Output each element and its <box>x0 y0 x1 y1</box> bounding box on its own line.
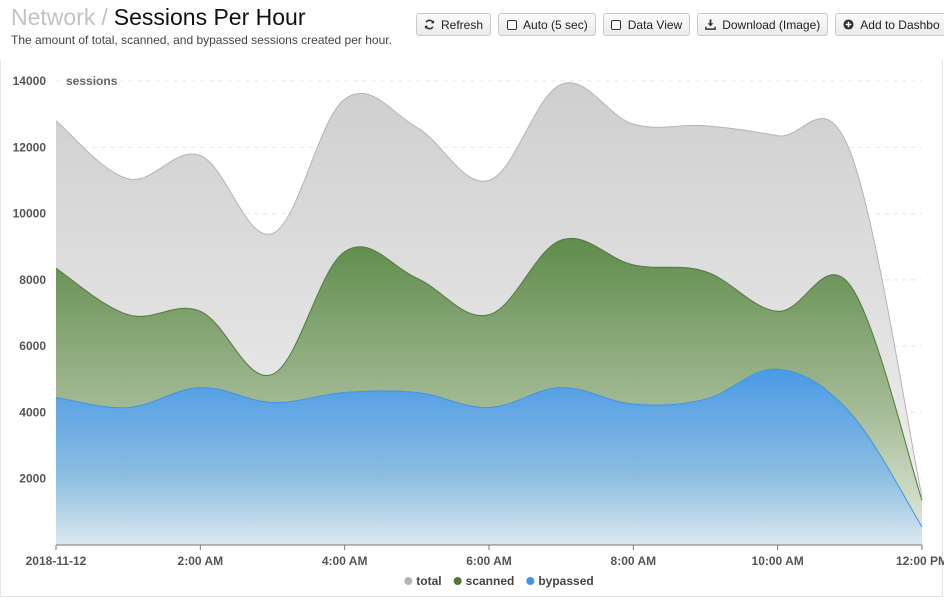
x-tick-label: 8:00 AM <box>611 554 657 568</box>
data-point-bypassed[interactable] <box>484 402 494 412</box>
data-point-scanned[interactable] <box>701 267 711 277</box>
x-tick-label: 4:00 AM <box>322 554 368 568</box>
auto-refresh-label: Auto (5 sec) <box>523 17 588 32</box>
data-point-total[interactable] <box>484 175 494 185</box>
refresh-button[interactable]: Refresh <box>416 13 492 36</box>
download-icon <box>705 19 717 30</box>
plus-circle-icon <box>843 19 854 30</box>
download-label: Download (Image) <box>722 17 821 32</box>
series-area-bypassed[interactable] <box>56 369 922 545</box>
data-point-scanned[interactable] <box>340 247 350 257</box>
data-point-scanned[interactable] <box>556 235 566 245</box>
y-tick-label: 4000 <box>19 405 46 419</box>
checkbox-icon[interactable] <box>611 19 622 30</box>
data-point-scanned[interactable] <box>845 280 855 290</box>
auto-refresh-toggle[interactable]: Auto (5 sec) <box>498 13 596 36</box>
y-tick-label: 6000 <box>19 339 46 353</box>
data-point-bypassed[interactable] <box>123 402 133 412</box>
data-point-scanned[interactable] <box>628 260 638 270</box>
legend-label-bypassed: bypassed <box>538 574 593 588</box>
x-tick-label: 2018-11-12 <box>26 554 87 568</box>
data-point-bypassed[interactable] <box>412 388 422 398</box>
data-point-total[interactable] <box>556 79 566 89</box>
data-point-bypassed[interactable] <box>195 383 205 393</box>
legend-item-total[interactable]: total <box>404 574 442 588</box>
data-point-bypassed[interactable] <box>628 399 638 409</box>
data-point-bypassed[interactable] <box>268 397 278 407</box>
data-point-scanned[interactable] <box>484 310 494 320</box>
series-line-bypassed <box>55 368 923 528</box>
data-point-bypassed[interactable] <box>51 393 61 403</box>
data-point-total[interactable] <box>412 122 422 132</box>
y-tick-label: 14000 <box>13 74 47 88</box>
page-title: Sessions Per Hour <box>113 4 306 30</box>
toolbar: Refresh Auto (5 sec) Data View Download … <box>416 13 944 36</box>
data-point-scanned[interactable] <box>412 273 422 283</box>
breadcrumb-separator: / <box>101 4 108 30</box>
y-tick-label: 10000 <box>13 207 47 221</box>
data-point-total[interactable] <box>340 94 350 104</box>
legend-label-total: total <box>416 574 441 588</box>
legend-label-scanned: scanned <box>466 574 515 588</box>
data-point-total[interactable] <box>268 228 278 238</box>
page-title-row: Network / Sessions Per Hour <box>11 4 392 30</box>
y-tick-label: 12000 <box>13 140 47 154</box>
data-point-bypassed[interactable] <box>773 364 783 374</box>
data-point-total[interactable] <box>123 174 133 184</box>
add-to-dashboard-button[interactable]: Add to Dashbo <box>835 13 944 36</box>
data-point-total[interactable] <box>701 121 711 131</box>
series-line-scanned <box>55 237 923 501</box>
breadcrumb[interactable]: Network <box>11 4 96 30</box>
y-axis-label: sessions <box>66 74 118 88</box>
checkbox-icon[interactable] <box>506 19 517 30</box>
add-to-dashboard-label: Add to Dashbo <box>860 17 940 32</box>
data-point-total[interactable] <box>845 146 855 156</box>
data-point-scanned[interactable] <box>268 369 278 379</box>
data-point-bypassed[interactable] <box>701 394 711 404</box>
data-point-total[interactable] <box>195 151 205 161</box>
legend-marker-bypassed <box>526 577 535 585</box>
data-point-total[interactable] <box>773 131 783 141</box>
data-point-bypassed[interactable] <box>845 407 855 417</box>
legend-marker-scanned <box>453 577 462 585</box>
data-point-scanned[interactable] <box>773 306 783 316</box>
sessions-area-chart: 2000 4000 6000 8000 10000 12000 14000 sessions 2… <box>13 74 944 588</box>
x-tick-label: 12:00 PM <box>896 554 944 568</box>
x-tick-label: 10:00 AM <box>752 554 804 568</box>
data-view-toggle[interactable]: Data View <box>602 13 691 36</box>
chart-legend: total scanned bypassed <box>404 574 594 588</box>
page-subtitle: The amount of total, scanned, and bypass… <box>11 33 392 47</box>
y-tick-label: 8000 <box>19 273 46 287</box>
data-point-scanned[interactable] <box>195 306 205 316</box>
chart-container: 2000 4000 6000 8000 10000 12000 14000 sessions 2… <box>0 60 944 598</box>
data-point-scanned[interactable] <box>917 495 927 505</box>
x-tick-label: 6:00 AM <box>466 554 512 568</box>
data-point-total[interactable] <box>51 116 61 126</box>
data-point-bypassed[interactable] <box>340 388 350 398</box>
refresh-icon <box>424 19 435 30</box>
y-tick-label: 2000 <box>19 472 46 486</box>
legend-item-bypassed[interactable]: bypassed <box>526 574 594 588</box>
page-header: Network / Sessions Per Hour The amount of … <box>11 4 392 47</box>
x-tick-label: 2:00 AM <box>178 554 224 568</box>
data-point-bypassed[interactable] <box>917 522 927 532</box>
legend-item-scanned[interactable]: scanned <box>453 574 515 588</box>
series-line-total <box>55 82 923 498</box>
legend-marker-total <box>404 577 413 585</box>
data-point-bypassed[interactable] <box>556 383 566 393</box>
data-view-label: Data View <box>627 17 683 32</box>
data-point-scanned[interactable] <box>123 310 133 320</box>
data-point-scanned[interactable] <box>51 263 61 273</box>
refresh-label: Refresh <box>441 17 484 32</box>
data-point-total[interactable] <box>628 119 638 129</box>
download-image-button[interactable]: Download (Image) <box>697 13 829 36</box>
